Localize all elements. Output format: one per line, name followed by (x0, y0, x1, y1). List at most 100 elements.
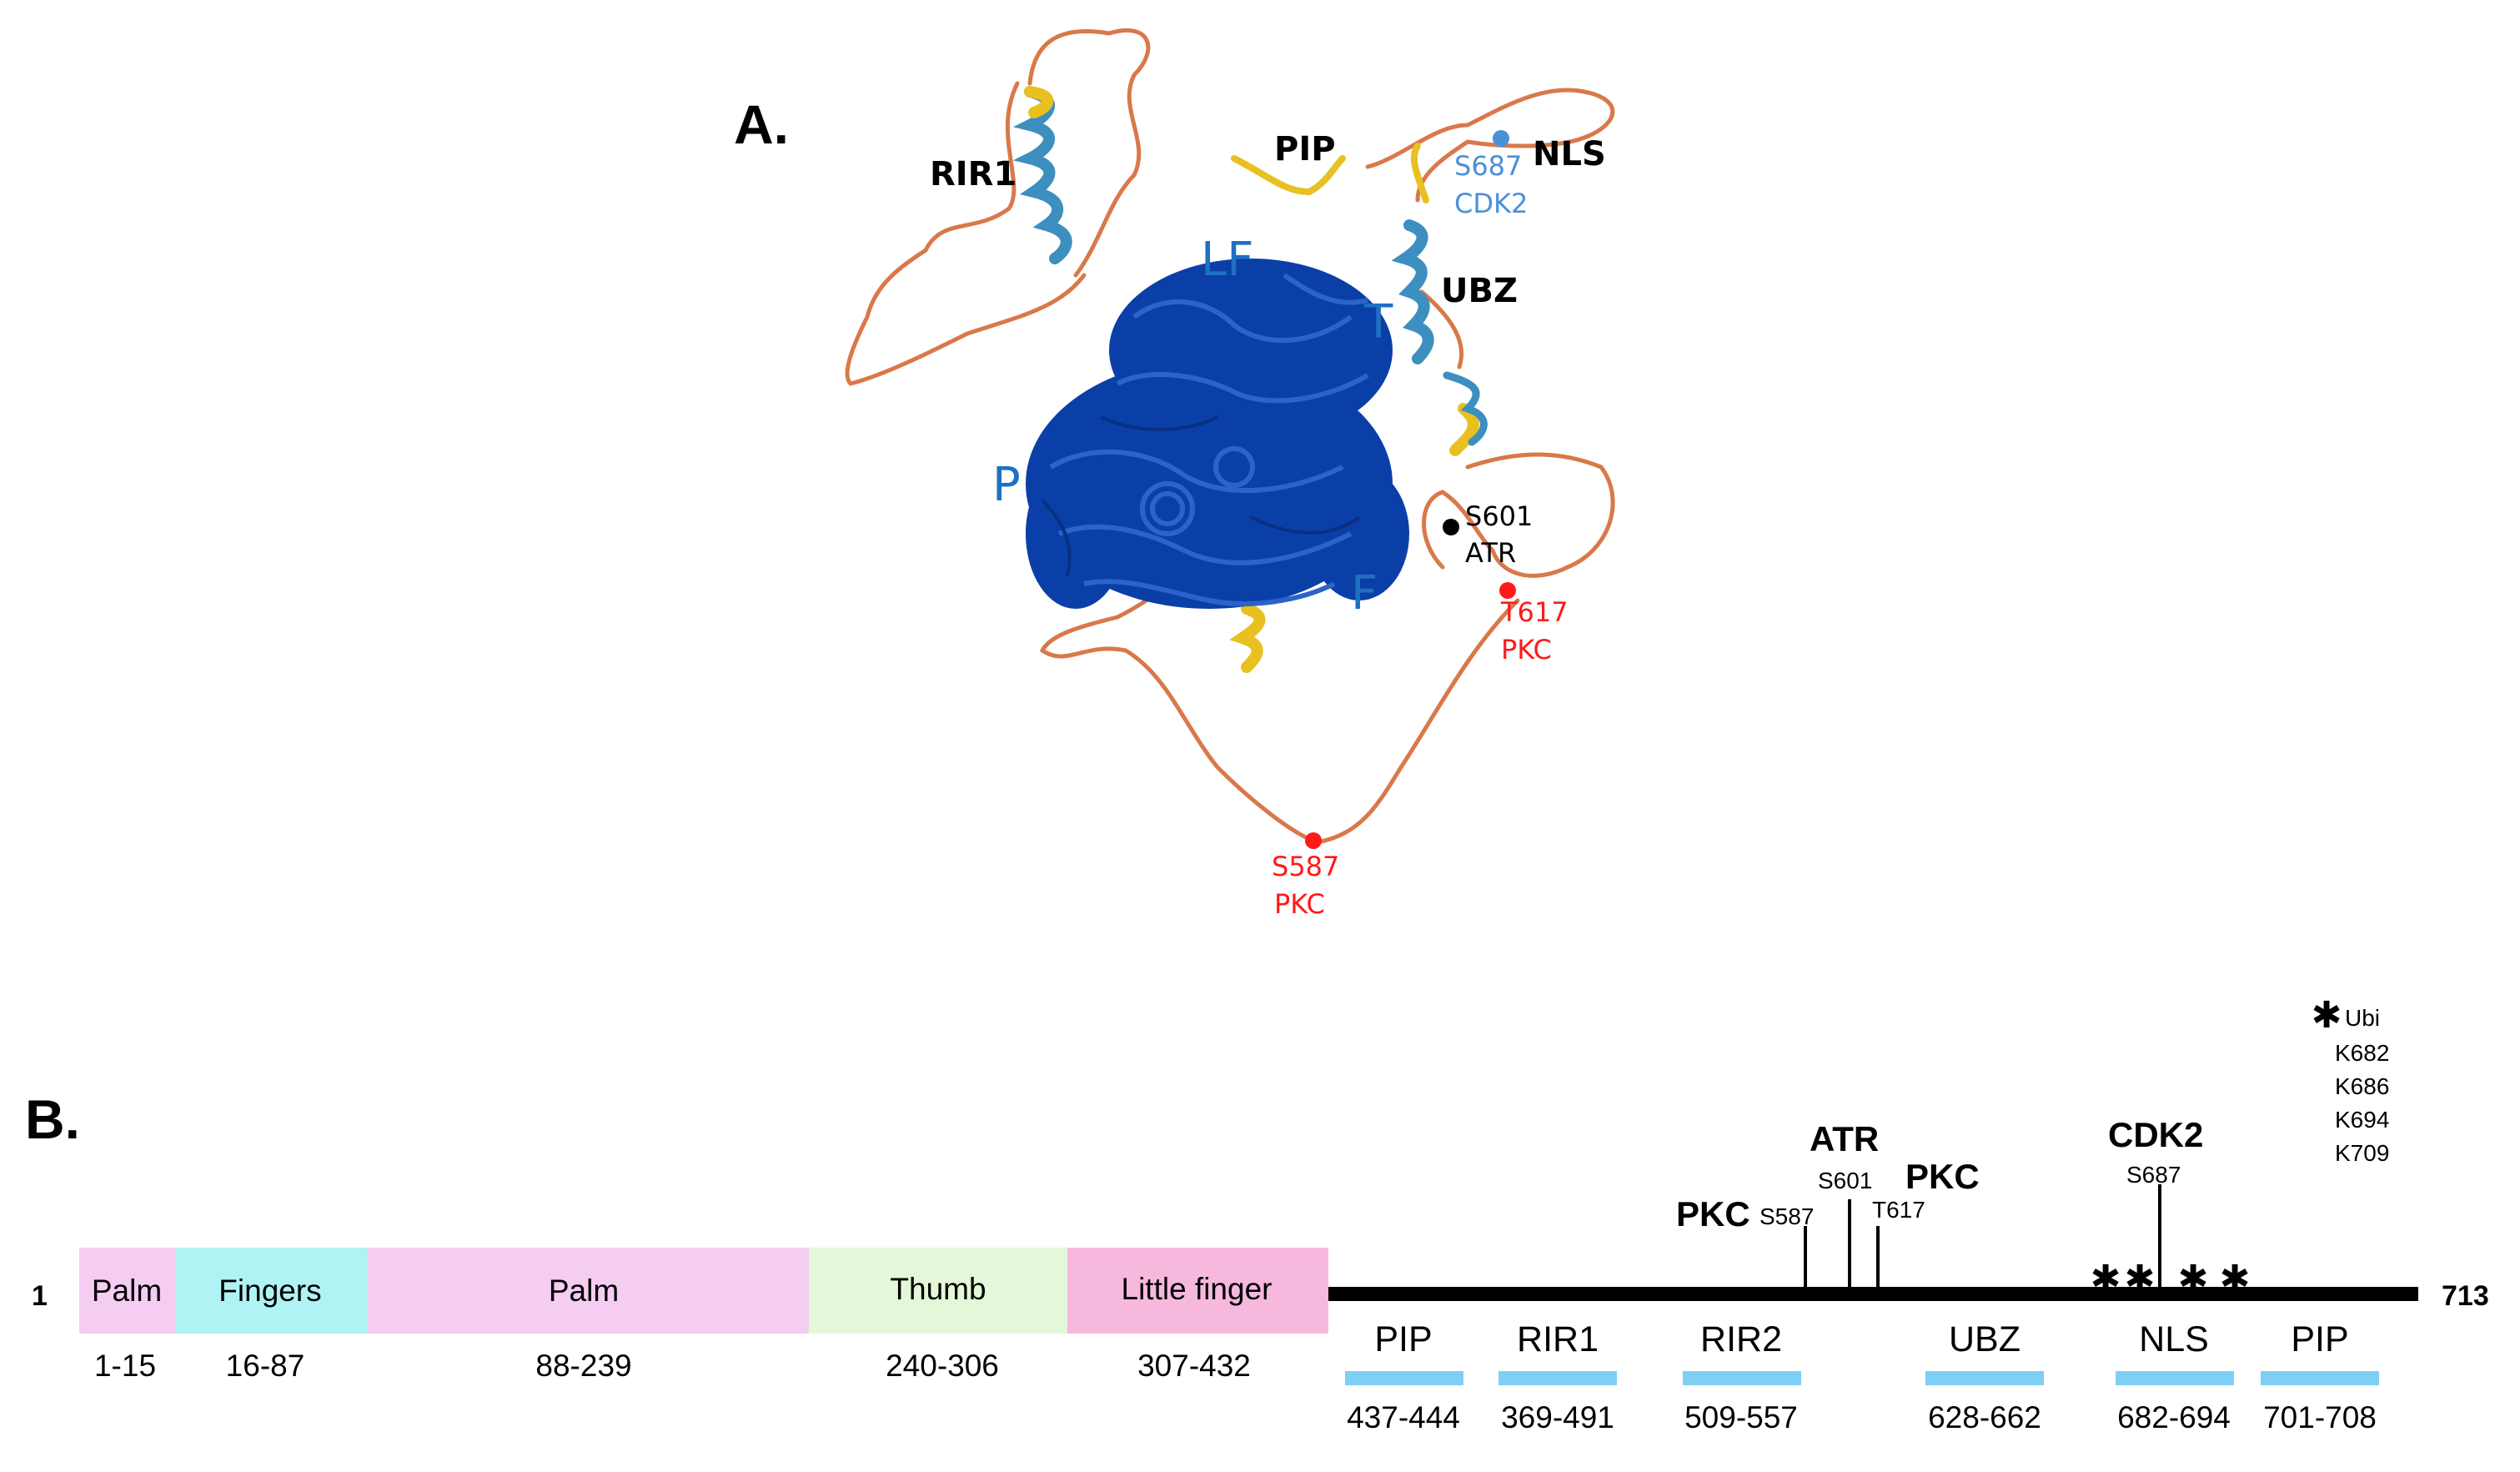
motif-range-pip-2: 701-708 (2263, 1400, 2377, 1434)
site-residue-s587: S587 (1272, 851, 1339, 882)
domain-little-finger: Little finger 307-432 (1067, 1248, 1328, 1383)
site-s687: S687 CDK2 (1454, 130, 1528, 219)
motif-range-pip-1: 437-444 (1347, 1400, 1460, 1434)
domain-name-little-finger: Little finger (1122, 1272, 1273, 1306)
ubi-site-k709: K709 (2335, 1140, 2389, 1166)
strand-pip (1231, 155, 1346, 196)
motif-name-ubz: UBZ (1949, 1319, 2021, 1359)
site-t617: T617 PKC (1499, 582, 1569, 666)
domain-range-palm-1: 1-15 (94, 1349, 156, 1383)
motif-rir2: RIR2 509-557 (1683, 1319, 1801, 1434)
motif-range-ubz: 628-662 (1928, 1400, 2041, 1434)
site-s587: S587 PKC (1272, 832, 1339, 920)
motif-label-nls: NLS (1533, 135, 1606, 173)
loop-right (1422, 452, 1615, 578)
motif-label-ubz: UBZ (1441, 272, 1518, 310)
domain-range-thumb: 240-306 (886, 1349, 999, 1383)
motif-range-rir2: 509-557 (1684, 1400, 1798, 1434)
motif-bar-rir2 (1683, 1371, 1801, 1385)
motif-name-rir1: RIR1 (1517, 1319, 1599, 1359)
phospho-site-t617: T617 (1872, 1197, 1925, 1223)
motif-ubz: UBZ 628-662 (1925, 1319, 2044, 1434)
site-residue-s601: S601 (1465, 500, 1533, 532)
motif-bar-nls (2116, 1371, 2234, 1385)
loop-bottom (1039, 573, 1520, 845)
helix-ubz-yellow (1449, 403, 1479, 456)
domain-label-fingers: F (1351, 566, 1378, 620)
motif-rir1: RIR1 369-491 (1498, 1319, 1617, 1434)
helix-nls-yellow (1410, 143, 1429, 203)
motif-name-rir2: RIR2 (1700, 1319, 1782, 1359)
site-s601: S601 ATR (1443, 500, 1533, 569)
motif-name-pip-2: PIP (2291, 1319, 2348, 1359)
ubi-site-k682: K682 (2335, 1040, 2389, 1066)
site-kinase-s587: PKC (1274, 888, 1325, 920)
motif-pip-2: PIP 701-708 (2261, 1319, 2379, 1434)
domain-name-palm-1: Palm (92, 1274, 162, 1308)
site-dot-s601 (1443, 519, 1459, 535)
domain-box-thumb (809, 1248, 1067, 1334)
core-shading (1041, 415, 1361, 576)
site-kinase-s601: ATR (1465, 537, 1516, 569)
helix-rir1-yellow (1024, 86, 1054, 118)
motif-label-pip: PIP (1274, 130, 1336, 168)
domain-name-palm-2: Palm (549, 1274, 619, 1308)
domain-name-fingers: Fingers (218, 1274, 321, 1308)
site-residue-s687: S687 (1454, 150, 1522, 182)
domain-range-palm-2: 88-239 (535, 1349, 631, 1383)
ubi-legend-asterisk: ✱ (2312, 994, 2342, 1037)
phospho-markers (1804, 1184, 2161, 1287)
panel-a-label: A. (734, 93, 789, 155)
phospho-site-s601: S601 (1818, 1168, 1872, 1193)
ubi-asterisk-k709: ✱ (2220, 1258, 2251, 1300)
domain-label-lf: LF (1201, 233, 1253, 287)
phospho-kinase-pkc-2: PKC (1905, 1157, 1980, 1196)
domain-label-palm: P (992, 458, 1021, 512)
phospho-site-s587: S587 (1759, 1203, 1814, 1229)
domain-box-palm-1 (79, 1248, 175, 1334)
domain-label-thumb: T (1363, 295, 1393, 349)
loop-mid (1419, 289, 1464, 369)
domain-box-fingers (175, 1248, 367, 1334)
loop-left-arm (845, 81, 1087, 386)
sequence-start: 1 (32, 1280, 48, 1312)
domain-range-little-finger: 307-432 (1137, 1349, 1251, 1383)
ubi-asterisks: ✱ ✱ ✱ ✱ (2091, 1258, 2251, 1300)
ubi-legend: ✱ Ubi K682 K686 K694 K709 (2312, 994, 2390, 1166)
phospho-site-s687: S687 (2126, 1162, 2181, 1188)
phospho-kinase-cdk2: CDK2 (2108, 1115, 2203, 1154)
sequence-end: 713 (2442, 1280, 2489, 1312)
motif-bar-rir1 (1498, 1371, 1617, 1385)
domain-name-thumb: Thumb (890, 1272, 986, 1306)
phospho-kinase-pkc-1: PKC (1676, 1194, 1750, 1233)
domain-palm-2: Palm 88-239 (367, 1248, 809, 1383)
helix-small-right (1443, 371, 1488, 446)
domain-box-little-finger (1067, 1248, 1328, 1334)
core-texture (1049, 273, 1369, 606)
core-fingers-lobe (1309, 467, 1409, 600)
ubi-asterisk-k694: ✱ (2178, 1258, 2209, 1300)
motif-bar-pip-2 (2261, 1371, 2379, 1385)
panel-b-label: B. (25, 1088, 80, 1150)
loop-top-left (1027, 28, 1151, 278)
ubi-legend-label: Ubi (2345, 1005, 2380, 1031)
motif-range-rir1: 369-491 (1501, 1400, 1614, 1434)
site-dot-s587 (1305, 832, 1322, 849)
domain-box-palm-2 (367, 1248, 809, 1334)
helix-ubz (1391, 219, 1434, 364)
helix-regions (1012, 86, 1488, 673)
site-kinase-s687: CDK2 (1454, 188, 1528, 219)
catalytic-core (1026, 259, 1409, 609)
site-dot-s687 (1493, 130, 1509, 147)
domain-blocks: Palm 1-15 Fingers 16-87 Palm 88-239 Thum… (79, 1248, 1328, 1383)
helix-rir1 (1012, 86, 1072, 264)
phospho-kinase-atr: ATR (1810, 1119, 1879, 1158)
ubi-site-k686: K686 (2335, 1073, 2389, 1099)
domain-range-fingers: 16-87 (226, 1349, 305, 1383)
helix-bottom-yellow (1229, 603, 1266, 673)
site-residue-t617: T617 (1500, 596, 1569, 628)
domain-thumb: Thumb 240-306 (809, 1248, 1067, 1383)
motif-range-nls: 682-694 (2117, 1400, 2231, 1434)
domain-fingers: Fingers 16-87 (175, 1248, 367, 1383)
